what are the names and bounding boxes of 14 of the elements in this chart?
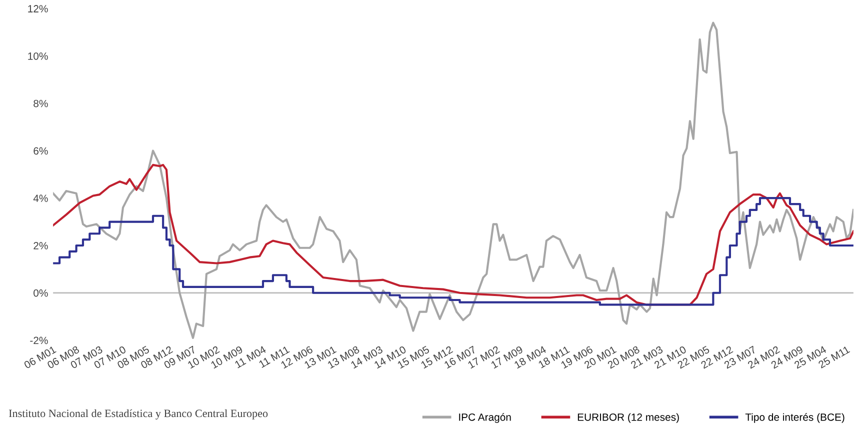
text: Instituto Nacional de Estadística y Banco Central Europeo [8,409,268,420]
y-tick-label: 6% [34,147,48,155]
legend-label: IPC Aragón [459,413,511,423]
y-tick-label: 8% [34,100,48,108]
legend-label: EURIBOR (12 meses) [578,413,679,423]
y-tick-label: 0% [34,289,48,297]
y-tick-label: 12% [28,5,48,12]
y-tick-label: 2% [34,242,48,250]
y-tick-label: 10% [28,52,48,60]
y-tick-label: 4% [33,194,48,202]
legend-label: Tipo de interés (BCE) [745,413,844,423]
y-tick-label: -2% [30,336,48,344]
line-series [53,164,854,306]
line-series [53,22,854,339]
